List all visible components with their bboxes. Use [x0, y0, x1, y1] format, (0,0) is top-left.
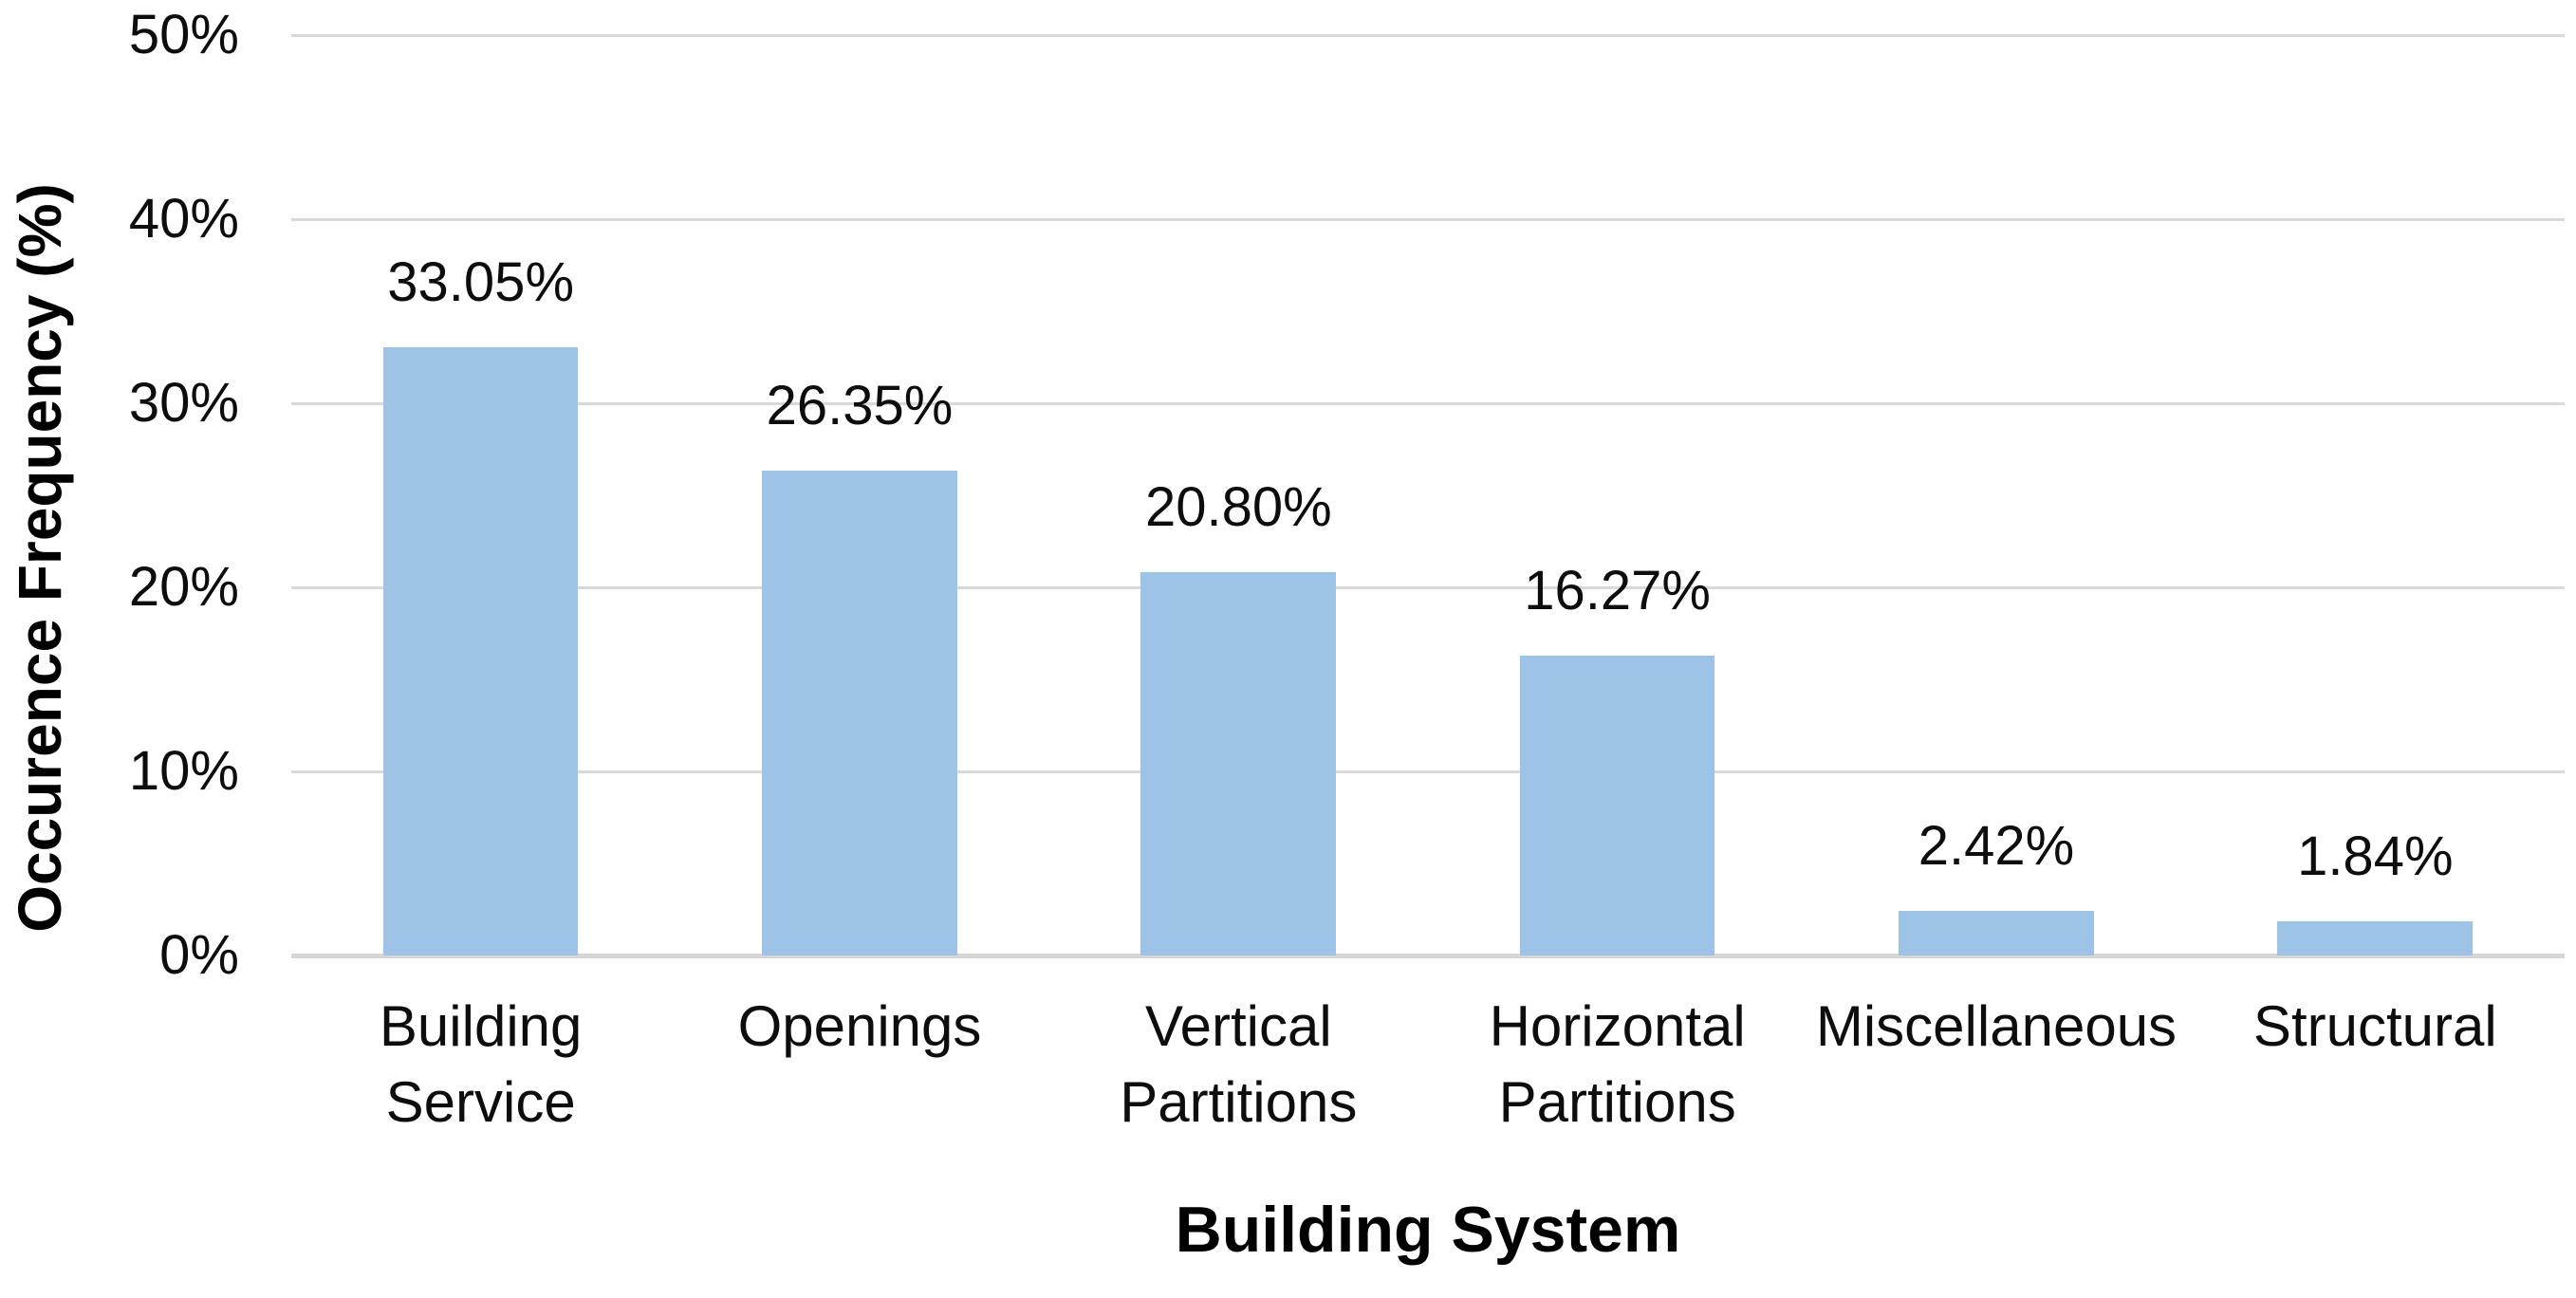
- y-tick-label: 10%: [128, 740, 239, 802]
- x-tick-label: Vertical Partitions: [1120, 994, 1358, 1134]
- bar-value-label: 33.05%: [387, 250, 575, 313]
- bar-slot: 20.80%: [1049, 35, 1428, 955]
- bar-slot: 16.27%: [1428, 35, 1807, 955]
- bar-value-label: 1.84%: [2297, 825, 2454, 888]
- gridline: [291, 585, 2565, 589]
- bar: [1140, 572, 1337, 955]
- bar-slot: 33.05%: [291, 35, 670, 955]
- gridline: [291, 217, 2565, 221]
- gridline: [291, 401, 2565, 405]
- bar: [1899, 911, 2094, 955]
- bar-value-label: 16.27%: [1524, 560, 1711, 622]
- y-tick-label: 0%: [159, 924, 239, 986]
- plot-area: 33.05% 26.35% 20.80% 16.27% 2.42% 1.84%: [291, 33, 2565, 958]
- bar-slot: 2.42%: [1807, 35, 2185, 955]
- y-tick-label: 20%: [128, 556, 239, 618]
- gridline: [291, 770, 2565, 773]
- bar-value-label: 2.42%: [1918, 815, 2075, 878]
- bar-value-label: 20.80%: [1144, 476, 1332, 539]
- x-tick-label: Structural: [2252, 994, 2497, 1058]
- x-tick-label: Horizontal Partitions: [1489, 994, 1746, 1134]
- x-axis-line: [291, 953, 2565, 958]
- bar: [1519, 656, 1715, 955]
- x-tick-label: Openings: [737, 994, 982, 1058]
- bars-layer: 33.05% 26.35% 20.80% 16.27% 2.42% 1.84%: [291, 35, 2565, 955]
- bar-value-label: 26.35%: [766, 374, 954, 436]
- x-tick-label: Building Service: [379, 994, 583, 1134]
- bar: [762, 470, 957, 955]
- bar-slot: 1.84%: [2186, 35, 2565, 955]
- y-tick-label: 30%: [128, 372, 239, 434]
- y-axis-ticks: 0% 10% 20% 30% 40% 50%: [0, 4, 239, 986]
- x-tick-label: Miscellaneous: [1815, 994, 2178, 1058]
- bar-slot: 26.35%: [670, 35, 1048, 955]
- y-tick-label: 50%: [128, 4, 239, 65]
- bar: [2277, 921, 2474, 955]
- gridline: [291, 33, 2565, 37]
- x-axis-ticks: Building Service Openings Vertical Partiti…: [291, 989, 2565, 1140]
- y-tick-label: 40%: [128, 188, 239, 250]
- bar: [382, 346, 579, 955]
- x-axis-title: Building System: [1175, 1194, 1681, 1266]
